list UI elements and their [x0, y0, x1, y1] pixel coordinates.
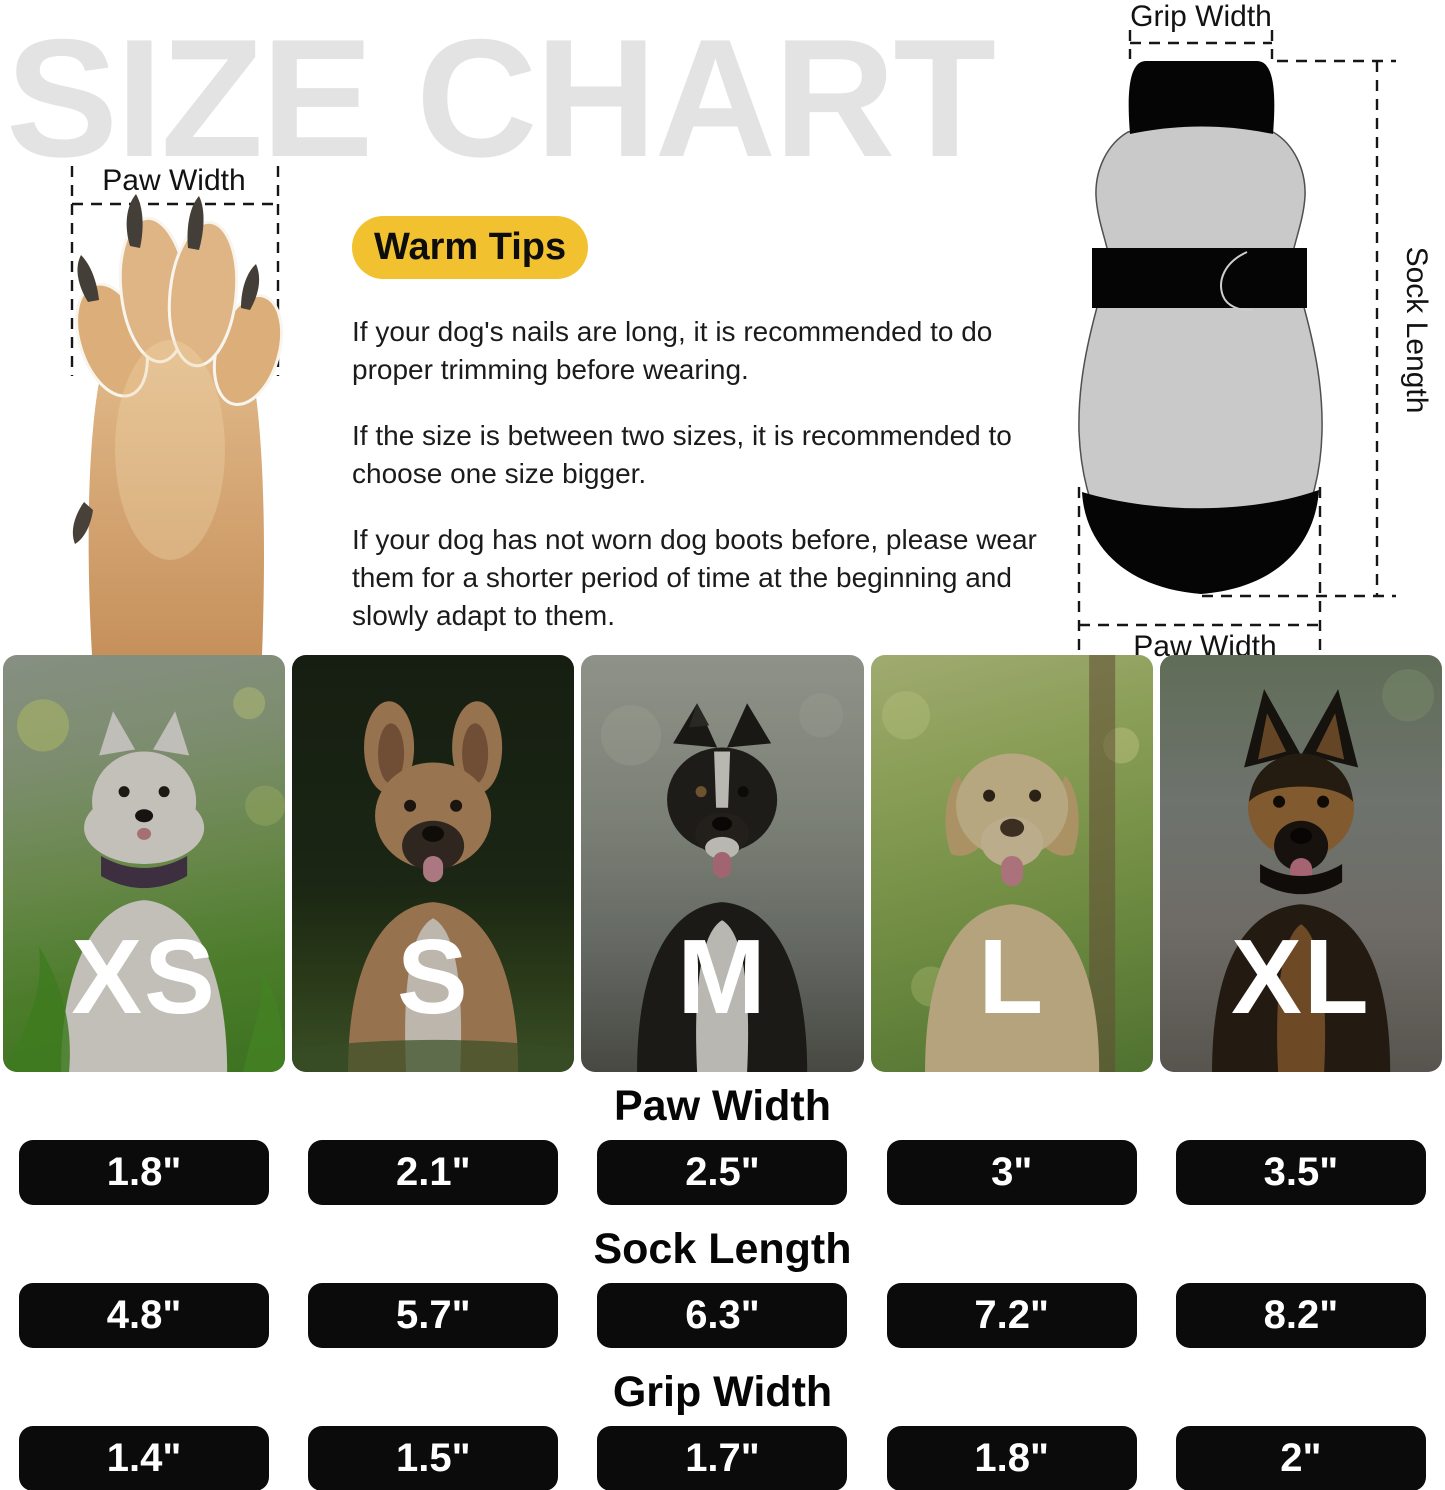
paw-width-value-l: 3": [886, 1140, 1137, 1206]
warm-tips-section: Warm Tips If your dog's nails are long, …: [352, 216, 1052, 636]
paw-width-value-m: 2.5": [597, 1140, 848, 1206]
sock-length-value-xs: 4.8": [19, 1283, 270, 1349]
size-photo-l: L: [870, 655, 1153, 1072]
sock-measurement-figure: Grip Width Sock Length: [1015, 0, 1445, 680]
sock-diagram: Grip Width Sock Length: [1077, 0, 1433, 663]
measure-heading-sock-length: Sock Length: [593, 1225, 852, 1274]
border-collie-photo-illustration: [601, 693, 844, 1072]
size-photo-row: XS S: [0, 655, 1445, 1072]
grip-width-value-l: 1.8": [886, 1426, 1137, 1490]
size-photo-s: S: [292, 655, 575, 1072]
tip-text-2: If the size is between two sizes, it is …: [352, 420, 1012, 490]
sock-length-label: Sock Length: [1400, 247, 1433, 414]
measurements-section: Paw Width 1.8" 2.1" 2.5" 3" 3.5" Sock Le…: [0, 1072, 1445, 1490]
sock-length-values-row: 4.8" 5.7" 6.3" 7.2" 8.2": [0, 1283, 1445, 1349]
sock-length-bracket: [1202, 59, 1396, 598]
size-photo-xl: XL: [1159, 655, 1442, 1072]
sock-illustration: [1078, 61, 1323, 594]
dog-paw-photo: Paw Width: [70, 164, 284, 655]
tip-text-3: If your dog has not worn dog boots befor…: [352, 524, 1037, 632]
paw-width-label: Paw Width: [102, 164, 245, 197]
french-bulldog-photo-illustration: [292, 701, 575, 1072]
page-title: SIZE CHART: [6, 4, 996, 192]
size-label-xl: XL: [1231, 918, 1371, 1036]
sock-length-value-xl: 8.2": [1175, 1283, 1426, 1349]
sock-length-value-s: 5.7": [308, 1283, 559, 1349]
grip-width-value-s: 1.5": [308, 1426, 559, 1490]
photo-dark-overlay: [292, 655, 575, 1072]
size-label-l: L: [978, 918, 1046, 1036]
paw-width-value-s: 2.1": [308, 1140, 559, 1206]
paw-width-values-row: 1.8" 2.1" 2.5" 3" 3.5": [0, 1140, 1445, 1206]
grip-width-bracket: [1128, 30, 1274, 59]
grip-width-value-xs: 1.4": [19, 1426, 270, 1490]
measure-heading-grip-width: Grip Width: [612, 1368, 833, 1417]
sock-length-value-m: 6.3": [597, 1283, 848, 1349]
paw-width-figure: Paw Width: [0, 150, 340, 655]
measure-heading-paw-width: Paw Width: [614, 1082, 831, 1130]
sock-length-value-l: 7.2": [886, 1283, 1137, 1349]
size-label-xs: XS: [71, 918, 217, 1036]
size-photo-xs: XS: [3, 655, 286, 1072]
sock-paw-width-bracket: [1077, 487, 1322, 655]
grip-width-label: Grip Width: [1130, 0, 1272, 33]
grip-width-values-row: 1.4" 1.5" 1.7" 1.8" 2": [0, 1426, 1445, 1490]
labrador-photo-illustration: [881, 655, 1139, 1072]
photo-dark-overlay: [1159, 655, 1442, 1072]
paw-width-value-xl: 3.5": [1175, 1140, 1426, 1206]
german-shepherd-photo-illustration: [1211, 669, 1434, 1072]
size-photo-m: M: [581, 655, 864, 1072]
paw-width-value-xs: 1.8": [19, 1140, 270, 1206]
photo-dark-overlay: [581, 655, 864, 1072]
grip-width-value-m: 1.7": [597, 1426, 848, 1490]
photo-dark-overlay: [870, 655, 1153, 1072]
tip-text-1: If your dog's nails are long, it is reco…: [352, 316, 993, 386]
grip-width-value-xl: 2": [1175, 1426, 1426, 1490]
size-label-s: S: [396, 918, 470, 1036]
size-label-m: M: [677, 918, 768, 1036]
photo-dark-overlay: [3, 655, 286, 1072]
warm-tips-badge: Warm Tips: [352, 216, 589, 279]
westie-photo-illustration: [3, 687, 286, 1072]
paw-illustration: [72, 194, 284, 655]
